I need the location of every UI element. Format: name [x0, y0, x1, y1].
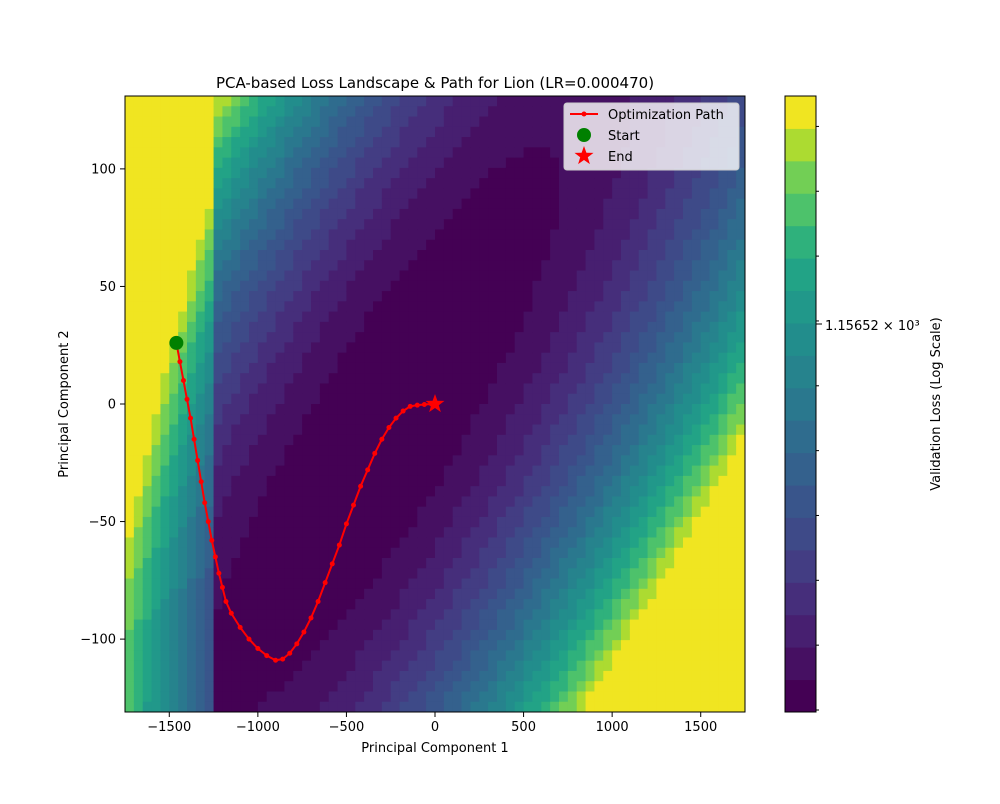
- y-tick-label: 100: [91, 162, 116, 177]
- path-point: [212, 554, 218, 560]
- colorbar-band: [785, 258, 816, 292]
- path-point: [195, 457, 201, 463]
- path-point: [191, 436, 197, 442]
- x-tick-label: −500: [329, 720, 365, 735]
- colorbar-band: [785, 614, 816, 648]
- path-point: [329, 561, 335, 567]
- path-point: [177, 359, 183, 365]
- path-point: [308, 615, 314, 621]
- path-point: [216, 570, 222, 576]
- path-point: [287, 650, 293, 656]
- colorbar-band: [785, 549, 816, 583]
- legend-box: [563, 102, 740, 171]
- path-point: [414, 402, 420, 408]
- legend-start-marker: [577, 128, 591, 142]
- colorbar-tick-label: 1.15652 × 10³: [825, 319, 920, 334]
- path-point: [379, 436, 385, 442]
- colorbar-band: [785, 485, 816, 518]
- path-point: [198, 479, 204, 485]
- x-tick-label: 1500: [684, 720, 717, 735]
- optimization-path-layer: [169, 335, 445, 663]
- path-point: [209, 537, 215, 543]
- legend-end-star-icon: [574, 146, 594, 165]
- y-tick-label: 0: [108, 398, 116, 413]
- path-point: [237, 624, 243, 630]
- path-point: [336, 542, 342, 548]
- chart-title: PCA-based Loss Landscape & Path for Lion…: [216, 74, 654, 92]
- colorbar-band: [785, 160, 816, 194]
- x-tick-label: 500: [511, 720, 536, 735]
- legend-entry-end: End: [608, 150, 633, 165]
- path-point: [400, 408, 406, 414]
- end-star-marker: [425, 394, 445, 413]
- path-point: [421, 401, 427, 407]
- colorbar-band: [785, 225, 816, 259]
- start-marker: [169, 335, 184, 350]
- colorbar-band: [785, 193, 816, 227]
- colorbar-band: [785, 452, 816, 486]
- path-point: [351, 502, 357, 508]
- legend-entry-start: Start: [608, 129, 640, 144]
- path-point: [202, 500, 208, 506]
- path-point: [315, 598, 321, 604]
- colorbar-band: [785, 679, 816, 713]
- x-tick-label: −1500: [147, 720, 191, 735]
- colorbar-band: [785, 387, 816, 421]
- legend-path-marker: [581, 111, 587, 117]
- path-point: [322, 580, 328, 586]
- path-point: [393, 415, 399, 421]
- colorbar-label: Validation Loss (Log Scale): [929, 317, 944, 490]
- path-point: [188, 415, 194, 421]
- colorbar-band: [785, 128, 816, 162]
- y-axis-label: Principal Component 2: [57, 330, 72, 477]
- x-axis-label: Principal Component 1: [361, 741, 508, 756]
- path-point: [343, 521, 349, 527]
- colorbar-band: [785, 517, 816, 551]
- colorbar-ticks: [816, 125, 822, 711]
- colorbar-band: [785, 290, 816, 324]
- path-point: [264, 653, 270, 659]
- path-point: [180, 377, 186, 383]
- path-point: [280, 656, 286, 662]
- path-point: [228, 610, 234, 616]
- x-tick-label: 1000: [596, 720, 629, 735]
- colorbar: [785, 96, 816, 713]
- x-axis-ticks: −1500 −1000 −500 0 500 1000 1500: [147, 712, 717, 735]
- y-tick-label: −50: [89, 515, 116, 530]
- colorbar-band: [785, 355, 816, 389]
- path-point: [255, 646, 261, 652]
- path-point: [372, 450, 378, 456]
- path-point: [301, 629, 307, 635]
- legend-entry-path: Optimization Path: [608, 108, 724, 123]
- path-point: [365, 467, 371, 473]
- path-point: [358, 483, 364, 489]
- path-point: [407, 403, 413, 409]
- path-point: [294, 641, 300, 647]
- colorbar-band: [785, 322, 816, 356]
- path-point: [246, 636, 252, 642]
- contour-fill: [125, 96, 745, 712]
- y-tick-label: −100: [80, 633, 116, 648]
- y-tick-label: 50: [99, 280, 116, 295]
- path-point: [205, 519, 211, 525]
- path-point: [273, 657, 279, 663]
- x-tick-label: 0: [431, 720, 439, 735]
- path-point: [223, 598, 229, 604]
- colorbar-band: [785, 96, 816, 129]
- path-point: [386, 425, 392, 431]
- colorbar-band: [785, 582, 816, 616]
- colorbar-band: [785, 647, 816, 681]
- colorbar-frame: [784, 95, 817, 713]
- y-axis-ticks: −100 −50 0 50 100: [80, 162, 125, 648]
- path-point: [184, 396, 190, 402]
- x-tick-label: −1000: [236, 720, 280, 735]
- legend: Optimization Path Start End: [563, 102, 740, 171]
- path-point: [219, 584, 225, 590]
- colorbar-band: [785, 420, 816, 454]
